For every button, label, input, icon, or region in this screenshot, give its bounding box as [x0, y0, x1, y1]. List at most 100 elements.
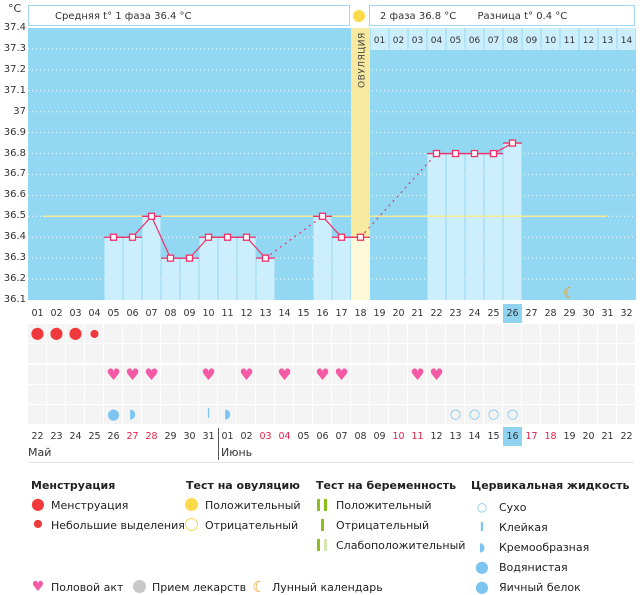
event-cell[interactable]: [85, 405, 103, 424]
event-cell[interactable]: [218, 365, 236, 384]
event-cell[interactable]: [370, 405, 388, 424]
event-cell[interactable]: [446, 405, 464, 424]
calendar-date[interactable]: 16: [503, 427, 522, 446]
event-cell[interactable]: [313, 405, 331, 424]
calendar-date[interactable]: 12: [430, 431, 443, 442]
calendar-date[interactable]: 19: [563, 431, 576, 442]
cycle-day[interactable]: 19: [373, 308, 386, 319]
event-cell[interactable]: [161, 344, 179, 363]
event-cell[interactable]: [142, 385, 160, 404]
event-cell[interactable]: [85, 365, 103, 384]
event-cell[interactable]: [560, 385, 578, 404]
calendar-date[interactable]: 13: [449, 431, 462, 442]
event-cell[interactable]: [237, 405, 255, 424]
event-cell[interactable]: [560, 365, 578, 384]
calendar-date[interactable]: 24: [69, 431, 82, 442]
event-cell[interactable]: [180, 365, 198, 384]
calendar-date[interactable]: 28: [145, 431, 158, 442]
event-cell[interactable]: [408, 344, 426, 363]
event-cell[interactable]: [579, 405, 597, 424]
event-cell[interactable]: [47, 344, 65, 363]
event-cell[interactable]: [598, 365, 616, 384]
cycle-day[interactable]: 28: [544, 308, 557, 319]
calendar-date[interactable]: 03: [259, 431, 272, 442]
event-cell[interactable]: [313, 324, 331, 343]
event-cell[interactable]: [28, 324, 46, 343]
cycle-day[interactable]: 13: [259, 308, 272, 319]
event-cell[interactable]: [123, 324, 141, 343]
event-cell[interactable]: [503, 324, 521, 343]
cycle-day[interactable]: 23: [449, 308, 462, 319]
calendar-date[interactable]: 30: [183, 431, 196, 442]
event-cell[interactable]: [66, 324, 84, 343]
event-cell[interactable]: [389, 405, 407, 424]
event-cell[interactable]: [142, 405, 160, 424]
calendar-date[interactable]: 29: [164, 431, 177, 442]
event-cell[interactable]: [161, 324, 179, 343]
event-cell[interactable]: [161, 365, 179, 384]
calendar-date[interactable]: 10: [392, 431, 405, 442]
event-cell[interactable]: [237, 385, 255, 404]
event-cell[interactable]: [541, 324, 559, 343]
calendar-date[interactable]: 31: [202, 431, 215, 442]
event-cell[interactable]: [332, 405, 350, 424]
event-cell[interactable]: [294, 344, 312, 363]
event-cell[interactable]: [427, 385, 445, 404]
event-cell[interactable]: [370, 385, 388, 404]
cycle-day[interactable]: 31: [601, 308, 614, 319]
cycle-day[interactable]: 32: [620, 308, 633, 319]
event-cell[interactable]: [28, 344, 46, 363]
event-cell[interactable]: [123, 365, 141, 384]
event-cell[interactable]: [598, 324, 616, 343]
event-cell[interactable]: [503, 344, 521, 363]
event-cell[interactable]: [256, 344, 274, 363]
event-cell[interactable]: [28, 365, 46, 384]
event-cell[interactable]: [142, 344, 160, 363]
cycle-day[interactable]: 21: [411, 308, 424, 319]
event-cell[interactable]: [256, 365, 274, 384]
event-cell[interactable]: [617, 405, 635, 424]
cycle-day[interactable]: 18: [354, 308, 367, 319]
event-cell[interactable]: [199, 365, 217, 384]
cycle-day[interactable]: 26: [503, 304, 522, 323]
event-cell[interactable]: [522, 405, 540, 424]
event-cell[interactable]: [275, 405, 293, 424]
event-cell[interactable]: [503, 385, 521, 404]
cycle-day[interactable]: 30: [582, 308, 595, 319]
event-cell[interactable]: [351, 324, 369, 343]
event-cell[interactable]: [579, 385, 597, 404]
event-cell[interactable]: [617, 365, 635, 384]
event-cell[interactable]: [522, 365, 540, 384]
cycle-day[interactable]: 09: [183, 308, 196, 319]
calendar-date[interactable]: 22: [31, 431, 44, 442]
event-cell[interactable]: [275, 365, 293, 384]
event-cell[interactable]: [85, 324, 103, 343]
event-cell[interactable]: [294, 405, 312, 424]
event-cell[interactable]: [541, 344, 559, 363]
event-cell[interactable]: [104, 324, 122, 343]
event-cell[interactable]: [408, 365, 426, 384]
event-cell[interactable]: [541, 365, 559, 384]
event-cell[interactable]: [617, 385, 635, 404]
event-cell[interactable]: [199, 405, 217, 424]
cycle-day[interactable]: 10: [202, 308, 215, 319]
event-cell[interactable]: [28, 405, 46, 424]
event-cell[interactable]: [465, 324, 483, 343]
calendar-date[interactable]: 02: [240, 431, 253, 442]
event-cell[interactable]: [256, 385, 274, 404]
cycle-day[interactable]: 20: [392, 308, 405, 319]
event-cell[interactable]: [199, 385, 217, 404]
cycle-day[interactable]: 11: [221, 308, 234, 319]
event-cell[interactable]: [332, 385, 350, 404]
event-cell[interactable]: [598, 385, 616, 404]
event-cell[interactable]: [47, 365, 65, 384]
event-cell[interactable]: [465, 344, 483, 363]
event-cell[interactable]: [503, 405, 521, 424]
event-cell[interactable]: [541, 405, 559, 424]
event-cell[interactable]: [389, 324, 407, 343]
event-cell[interactable]: [351, 385, 369, 404]
event-cell[interactable]: [123, 344, 141, 363]
event-cell[interactable]: [484, 365, 502, 384]
event-cell[interactable]: [275, 385, 293, 404]
event-cell[interactable]: [389, 365, 407, 384]
